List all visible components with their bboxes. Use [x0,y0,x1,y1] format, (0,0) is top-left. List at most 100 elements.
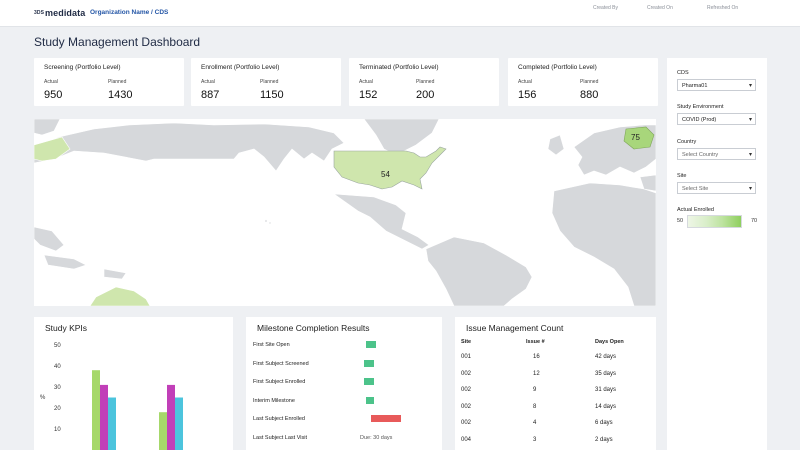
milestone-bar[interactable] [365,396,375,404]
map-region-se-asia [34,226,65,252]
kpi-planned-label: Planned [580,79,599,85]
kpi-planned-label: Planned [416,79,435,85]
milestone-label: First Subject Screened [253,360,309,367]
medidata-logo[interactable]: 3DSmedidata [34,8,85,18]
kpi-bar[interactable] [175,397,183,450]
country-select-placeholder: Select Country [682,152,719,158]
kpi-actual-value: 950 [44,89,63,101]
kpi-planned-value: 1430 [108,89,133,101]
issue-cell-count: 12 [533,370,540,377]
env-label: Study Environment [677,104,724,110]
kpi-bar[interactable] [159,412,167,450]
map-region-canada [34,122,345,172]
issue-cell-site: 002 [461,420,472,426]
created-by-label: Created By [593,5,619,11]
cds-select[interactable]: Pharma01 ▾ [677,79,756,91]
chevron-down-icon: ▾ [748,186,752,192]
issue-title: Issue Management Count [466,323,564,333]
enrolled-label: Actual Enrolled [677,207,714,213]
y-tick-label: 50 [54,343,61,349]
chevron-down-icon: ▾ [748,117,752,123]
col-days-header: Days Open [595,339,624,345]
map-region-greenland [363,119,440,156]
kpi-card-terminated: Terminated (Portfolio Level) Actual Plan… [349,58,499,106]
kpi-planned-value: 1150 [260,89,284,101]
kpi-card-screening: Screening (Portfolio Level) Actual Plann… [34,58,184,106]
top-bar: 3DSmedidata Organization Name / CDS Crea… [0,0,800,27]
milestone-bar[interactable] [363,359,375,367]
kpi-bar[interactable] [100,384,108,450]
env-select[interactable]: COVID (Prod) ▾ [677,113,756,125]
issue-cell-count: 4 [533,420,537,426]
issue-cell-days: 6 days [595,420,613,426]
kpi-bar[interactable] [108,397,116,450]
study-kpis-card: Study KPIs % 50 40 30 20 10 [34,317,233,450]
kpi-actual-label: Actual [201,79,215,85]
issue-cell-site: 001 [461,354,472,360]
kpi-actual-label: Actual [359,79,373,85]
brand-prefix: 3DS [34,10,45,16]
y-tick-label: 20 [54,406,61,412]
kpi-actual-label: Actual [518,79,532,85]
kpi-actual-value: 156 [518,89,537,101]
kpi-bar[interactable] [167,384,175,450]
study-kpis-title: Study KPIs [45,323,88,333]
issue-cell-count: 3 [533,436,537,443]
map-region-mexico [332,193,430,250]
milestone-label: Interim Milestone [253,397,295,404]
brand-name: medidata [45,8,86,18]
issue-cell-site: 002 [461,387,472,393]
map-region-hawaii [264,219,268,223]
y-tick-label: 40 [54,364,61,370]
chevron-down-icon: ▾ [748,152,752,158]
issue-cell-days: 14 days [595,403,617,410]
y-tick-label: 30 [54,385,61,391]
country-select[interactable]: Select Country ▾ [677,148,756,160]
world-map-svg: 54 75 [34,119,656,306]
kpi-planned-label: Planned [260,79,279,85]
issue-cell-days: 35 days [595,370,617,377]
milestone-label: First Subject Enrolled [253,379,306,385]
kpi-planned-label: Planned [108,79,127,85]
map-label-poland: 75 [631,133,640,142]
kpi-title: Completed (Portfolio Level) [518,64,597,71]
map-region-middle-east [639,174,656,192]
kpi-title: Screening (Portfolio Level) [44,64,121,71]
issue-cell-site: 002 [461,370,472,377]
milestone-bar[interactable] [363,378,375,385]
org-breadcrumb[interactable]: Organization Name / CDS [90,9,169,16]
kpi-planned-value: 880 [580,89,599,101]
y-axis-unit: % [40,395,46,401]
kpi-actual-label: Actual [44,79,58,85]
kpi-bar[interactable] [92,370,100,450]
map-region-south-america [425,236,533,306]
cds-label: CDS [677,70,689,76]
issue-cell-days: 42 days [595,354,617,360]
map-region-africa [551,182,656,306]
site-select[interactable]: Select Site ▾ [677,182,756,194]
map-region-indonesia [43,254,87,270]
milestone-label: First Site Open [253,342,290,348]
page-title: Study Management Dashboard [34,35,201,49]
milestone-label: Last Subject Last Visit [253,434,308,441]
milestone-bar[interactable] [365,341,377,348]
map-region-usa [333,146,447,190]
y-tick-label: 10 [54,427,61,433]
issue-cell-days: 2 days [595,436,613,443]
kpi-planned-value: 200 [416,89,435,101]
map-label-usa: 54 [381,170,390,179]
map-region-australia [89,286,151,306]
issue-cell-site: 002 [461,403,472,410]
legend-min: 50 [677,218,684,224]
map-region-asia [34,119,61,136]
chevron-down-icon: ▾ [748,83,752,89]
milestone-bar[interactable] [370,415,401,422]
map-region-new-guinea [103,268,127,280]
world-map[interactable]: 54 75 [34,119,656,306]
created-on-label: Created On [647,5,673,11]
map-region-alaska [34,136,71,162]
created-on: Created On [647,5,673,11]
kpi-card-completed: Completed (Portfolio Level) Actual Plann… [508,58,658,106]
kpi-title: Terminated (Portfolio Level) [359,64,439,71]
issue-cell-count: 8 [533,403,537,410]
